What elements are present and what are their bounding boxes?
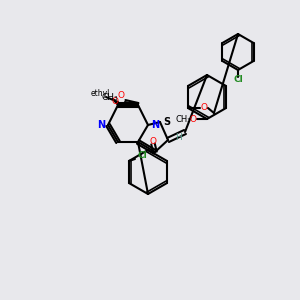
Text: O: O [149,137,157,146]
Text: N: N [97,120,105,130]
Text: O: O [112,98,118,106]
Text: CH₃: CH₃ [175,115,191,124]
Text: Cl: Cl [137,152,147,160]
Text: O: O [118,91,124,100]
Text: O: O [200,103,207,112]
Text: H: H [175,134,182,142]
Text: CH₃: CH₃ [102,92,118,101]
Text: Cl: Cl [233,76,243,85]
Text: O: O [190,115,196,124]
Text: S: S [164,117,171,127]
Text: ethyl: ethyl [90,89,110,98]
Text: N: N [151,120,159,130]
